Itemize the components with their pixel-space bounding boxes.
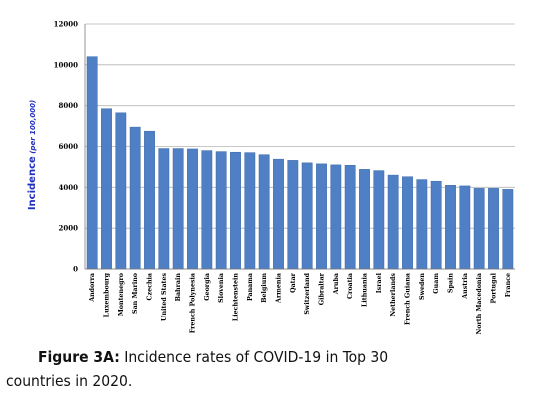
bar <box>301 162 313 270</box>
x-tick-label: Bahrain <box>175 273 182 302</box>
x-tick-label: Georgia <box>204 273 211 301</box>
y-axis-title-main: Incidence <box>27 156 38 210</box>
x-tick-label: Portugal <box>491 272 498 303</box>
x-tick-label: Switzerland <box>304 272 311 314</box>
bar <box>359 169 370 270</box>
x-tick-label: Sweden <box>419 273 426 300</box>
x-tick-label: Czechia <box>147 273 154 300</box>
bar <box>416 179 428 270</box>
y-axis-title-unit: (per 100,000) <box>29 100 37 156</box>
bar <box>287 160 299 270</box>
y-tick-label: 4000 <box>59 183 79 192</box>
x-tick-label: United States <box>161 273 168 321</box>
x-tick-label: Qatar <box>290 272 297 293</box>
bar <box>172 148 184 270</box>
bar <box>144 130 155 270</box>
x-tick-label: Montenegro <box>118 273 125 316</box>
bar-chart: 0 2000 4000 6000 8000 10000 12000 Andorra Luxemb… <box>27 20 515 335</box>
bar <box>258 154 270 270</box>
bar <box>230 151 241 270</box>
bar <box>115 112 127 270</box>
x-tick-label: Lithuania <box>362 273 369 307</box>
x-tick-label: Gibraltar <box>319 272 326 305</box>
y-tick-label: 8000 <box>59 101 79 110</box>
bar <box>201 150 213 270</box>
x-tick-label: Andorra <box>89 273 96 303</box>
x-tick-label: Guam <box>433 273 440 294</box>
x-tick-label: Aruba <box>333 273 340 295</box>
bar <box>502 189 514 270</box>
bar <box>129 126 141 270</box>
x-tick-label: Spain <box>448 273 455 293</box>
bar <box>473 188 485 270</box>
bar <box>158 148 170 270</box>
bar <box>101 108 112 270</box>
y-tick-label: 6000 <box>59 142 79 151</box>
y-tick-label: 12000 <box>54 20 78 29</box>
bar <box>273 158 284 270</box>
x-tick-label: Belgium <box>261 273 268 303</box>
bar <box>187 148 198 270</box>
bar <box>316 163 327 270</box>
bar <box>373 170 385 270</box>
x-tick-label: France <box>505 273 512 297</box>
x-tick-label: Austria <box>462 273 469 300</box>
x-tick-label: Liechtenstein <box>233 273 240 322</box>
caption-text-line1: Incidence rates of COVID-19 in Top 30 <box>124 348 389 366</box>
x-tick-label: Armenia <box>276 273 283 304</box>
x-tick-label: North Macedonia <box>476 273 483 335</box>
x-tick-label: San Marino <box>132 273 139 314</box>
bar <box>344 165 356 270</box>
y-tick-label: 0 <box>73 265 78 274</box>
bar <box>430 180 442 270</box>
bar <box>459 185 471 270</box>
bar <box>387 174 399 270</box>
x-tick-label: Netherlands <box>390 273 397 317</box>
caption-label: Figure 3A: <box>38 348 120 366</box>
bar <box>86 56 98 270</box>
x-tick-label: Panama <box>247 273 254 301</box>
x-tick-label: Croatia <box>347 273 354 299</box>
y-tick-label: 10000 <box>54 60 78 69</box>
caption-text-line2: countries in 2020. <box>6 372 133 390</box>
y-axis-title: Incidence (per 100,000) <box>27 100 38 210</box>
bar <box>330 164 342 270</box>
y-tick-label: 2000 <box>59 224 79 233</box>
x-tick-label: Israel <box>376 272 383 293</box>
bar <box>445 185 456 270</box>
x-tick-label: French Guiana <box>405 273 412 325</box>
bar <box>244 152 256 270</box>
bar <box>402 176 413 270</box>
x-tick-label: French Polynesia <box>190 273 197 333</box>
x-tick-label: Luxembourg <box>104 272 111 317</box>
x-tick-label: Slovenia <box>218 273 225 303</box>
figure-caption: Figure 3A: Incidence rates of COVID-19 i… <box>6 345 540 393</box>
bar <box>488 188 499 270</box>
bar <box>215 151 227 270</box>
